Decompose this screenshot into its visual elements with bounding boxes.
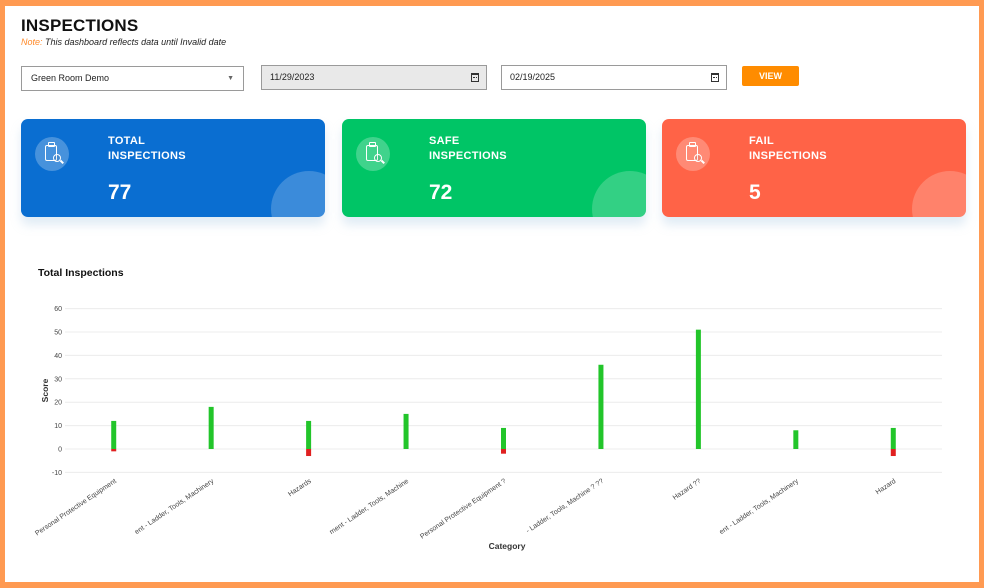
site-select[interactable]: Green Room Demo ▼ (21, 66, 244, 91)
bar (111, 420, 117, 449)
x-tick-label: ent - Ladder, Tools, Machinery (134, 478, 216, 536)
clipboard-search-icon (676, 137, 710, 171)
y-tick-label: 60 (54, 306, 62, 313)
note-text: This dashboard reflects data until Inval… (45, 37, 227, 47)
y-tick-label: 10 (54, 423, 62, 430)
start-date-value: 11/29/2023 (270, 72, 315, 82)
card-label-line2: INSPECTIONS (429, 150, 507, 162)
y-tick-label: 20 (54, 400, 62, 407)
x-tick-label: Personal Protective Equipment (34, 478, 118, 538)
clipboard-search-icon (356, 137, 390, 171)
x-tick-label: - Ladder, Tools, Machine ? ?? (525, 478, 605, 535)
safe-inspections-count: 72 (429, 181, 453, 204)
clipboard-search-icon (35, 137, 69, 171)
bar (501, 427, 506, 449)
caret-down-icon: ▼ (227, 75, 234, 82)
page-title: INSPECTIONS (21, 16, 139, 35)
y-tick-label: 50 (54, 330, 62, 337)
start-date-input[interactable]: 11/29/2023 (261, 65, 487, 90)
safe-inspections-card: SAFE INSPECTIONS 72 (342, 119, 646, 217)
dashboard-panel: INSPECTIONS Note: This dashboard reflect… (5, 6, 979, 582)
card-label-line2: INSPECTIONS (108, 150, 186, 162)
site-select-value: Green Room Demo (31, 73, 110, 83)
total-inspections-count: 77 (108, 181, 132, 204)
card-label-line2: INSPECTIONS (749, 150, 827, 162)
end-date-value: 02/19/2025 (510, 72, 556, 82)
total-inspections-card: TOTAL INSPECTIONS 77 (21, 119, 325, 217)
bar (793, 430, 799, 449)
bar (695, 329, 701, 449)
chart-title: Total Inspections (38, 267, 124, 279)
bar (111, 449, 117, 452)
fail-inspections-card: FAIL INSPECTIONS 5 (662, 119, 966, 217)
card-label-line1: FAIL (749, 135, 775, 147)
x-tick-label: Personal Protective Equipment ? (419, 478, 508, 541)
bar (598, 364, 604, 449)
x-axis-label: Category (489, 541, 526, 551)
y-tick-label: 0 (58, 447, 62, 454)
fail-inspections-count: 5 (749, 181, 761, 204)
y-tick-label: -10 (52, 470, 62, 477)
y-axis-label: Score (40, 378, 50, 402)
bar (890, 427, 896, 449)
date-note: Note: This dashboard reflects data until… (21, 37, 226, 47)
y-tick-label: 30 (54, 376, 62, 383)
end-date-input[interactable]: 02/19/2025 (501, 65, 727, 90)
x-tick-label: Hazard (875, 478, 898, 496)
card-label-line1: SAFE (429, 135, 460, 147)
calendar-icon[interactable] (471, 73, 479, 82)
note-label: Note: (21, 37, 43, 47)
y-tick-label: 40 (54, 353, 62, 360)
bar (403, 413, 409, 449)
x-tick-label: ment - Ladder, Tools, Machine (329, 478, 411, 536)
x-tick-label: Hazards (287, 478, 313, 499)
bar (306, 449, 312, 457)
x-tick-label: Hazard ?? (672, 478, 703, 502)
bar (501, 449, 506, 454)
x-tick-label: ent - Ladder, Tools, Machinery (718, 478, 800, 536)
view-button[interactable]: VIEW (742, 66, 799, 86)
bar (890, 449, 896, 457)
bar (208, 406, 214, 449)
bar (306, 420, 312, 449)
card-label-line1: TOTAL (108, 135, 146, 147)
inspections-bar-chart: 60 50 40 30 20 10 0 -10 Score Personal Protective… (34, 306, 942, 551)
calendar-icon[interactable] (711, 73, 719, 82)
